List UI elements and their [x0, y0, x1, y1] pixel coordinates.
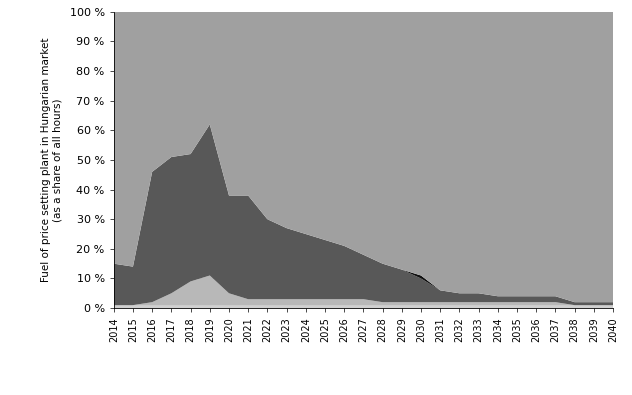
Y-axis label: Fuel of price setting plant in Hungarian market
(as a share of all hours): Fuel of price setting plant in Hungarian… [41, 38, 63, 282]
